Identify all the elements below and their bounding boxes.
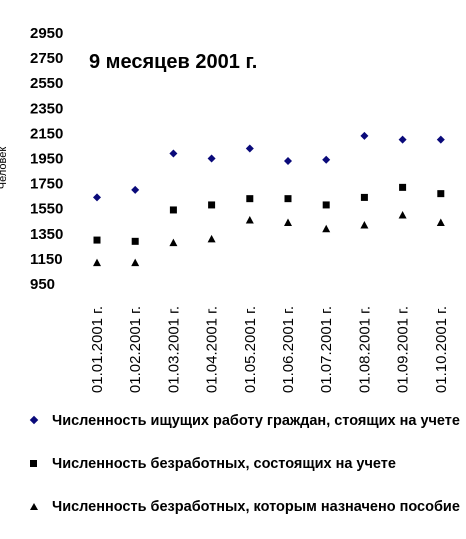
y-tick-label: 1950	[30, 151, 63, 168]
data-point-diamond-series-1	[207, 154, 216, 163]
y-tick-label: 1550	[30, 201, 63, 218]
data-point-triangle-series-3	[284, 218, 292, 227]
legend-label: Численность ищущих работу граждан, стоящ…	[52, 413, 460, 429]
triangle-marker-icon	[30, 503, 38, 510]
data-point-square-series-2	[360, 193, 368, 201]
y-tick-label: 2550	[30, 75, 63, 92]
data-point-diamond-series-1	[169, 149, 178, 158]
data-point-diamond-series-1	[245, 144, 254, 153]
chart: 9 месяцев 2001 г. Человек 2950 2750 2550 23…	[0, 25, 450, 393]
data-point-square-series-2	[399, 183, 407, 191]
data-point-square-series-2	[437, 190, 445, 198]
y-tick-label: 2350	[30, 100, 63, 117]
legend-item-unemployed-registered: Численность безработных, состоящих на уч…	[30, 455, 460, 473]
x-tick-label: 01.05.2001 г.	[242, 306, 259, 393]
x-tick-label: 01.03.2001 г.	[165, 306, 182, 393]
y-tick-label: 950	[30, 276, 55, 293]
data-point-triangle-series-3	[322, 224, 331, 233]
legend-item-job-seekers: Численность ищущих работу граждан, стоящ…	[29, 412, 460, 430]
diamond-marker-icon	[29, 415, 39, 425]
data-point-triangle-series-3	[436, 218, 445, 227]
data-point-square-series-2	[246, 195, 254, 203]
y-axis-label: Человек	[0, 147, 9, 190]
x-axis-ticks: 01.01.2001 г. 01.02.2001 г. 01.03.2001 г. 0…	[89, 306, 450, 393]
data-point-square-series-2	[322, 201, 330, 209]
data-point-square-series-2	[93, 236, 101, 244]
y-tick-label: 1150	[30, 251, 63, 268]
y-tick-label: 2750	[30, 50, 63, 67]
chart-title: 9 месяцев 2001 г.	[89, 51, 257, 73]
x-tick-label: 01.09.2001 г.	[395, 306, 412, 393]
y-tick-label: 2150	[30, 125, 63, 142]
data-point-square-series-2	[284, 195, 292, 203]
square-marker-icon	[30, 460, 37, 467]
data-point-diamond-series-1	[360, 131, 369, 140]
data-points	[93, 131, 445, 267]
legend-item-unemployed-benefit: Численность безработных, которым назначе…	[30, 498, 460, 516]
x-tick-label: 01.01.2001 г.	[89, 306, 106, 393]
data-point-diamond-series-1	[436, 135, 445, 144]
data-point-triangle-series-3	[93, 258, 101, 267]
x-tick-label: 01.02.2001 г.	[127, 306, 144, 393]
x-tick-label: 01.10.2001 г.	[433, 306, 450, 393]
data-point-triangle-series-3	[169, 238, 178, 247]
legend: Численность ищущих работу граждан, стоящ…	[0, 408, 466, 539]
y-tick-label: 2950	[30, 25, 63, 42]
legend-label: Численность безработных, состоящих на уч…	[52, 456, 396, 472]
x-tick-label: 01.04.2001 г.	[204, 306, 221, 393]
x-tick-label: 01.08.2001 г.	[356, 306, 373, 393]
data-point-diamond-series-1	[93, 193, 101, 202]
data-point-triangle-series-3	[398, 210, 407, 219]
data-point-diamond-series-1	[131, 185, 140, 194]
y-axis-ticks: 2950 2750 2550 2350 2150 1950 1750 1550 1350 1150…	[30, 25, 63, 293]
data-point-triangle-series-3	[245, 215, 254, 224]
y-tick-label: 1350	[30, 226, 63, 243]
data-point-square-series-2	[208, 201, 216, 209]
data-point-square-series-2	[169, 206, 177, 214]
data-point-triangle-series-3	[360, 221, 369, 229]
data-point-diamond-series-1	[284, 157, 292, 166]
x-tick-label: 01.06.2001 г.	[280, 306, 297, 393]
data-point-triangle-series-3	[207, 234, 216, 243]
legend-label: Численность безработных, которым назначе…	[52, 499, 460, 515]
data-point-diamond-series-1	[322, 155, 331, 164]
data-point-triangle-series-3	[131, 258, 140, 267]
x-tick-label: 01.07.2001 г.	[318, 306, 335, 393]
y-tick-label: 1750	[30, 176, 63, 193]
data-point-square-series-2	[131, 237, 139, 245]
data-point-diamond-series-1	[398, 135, 407, 144]
